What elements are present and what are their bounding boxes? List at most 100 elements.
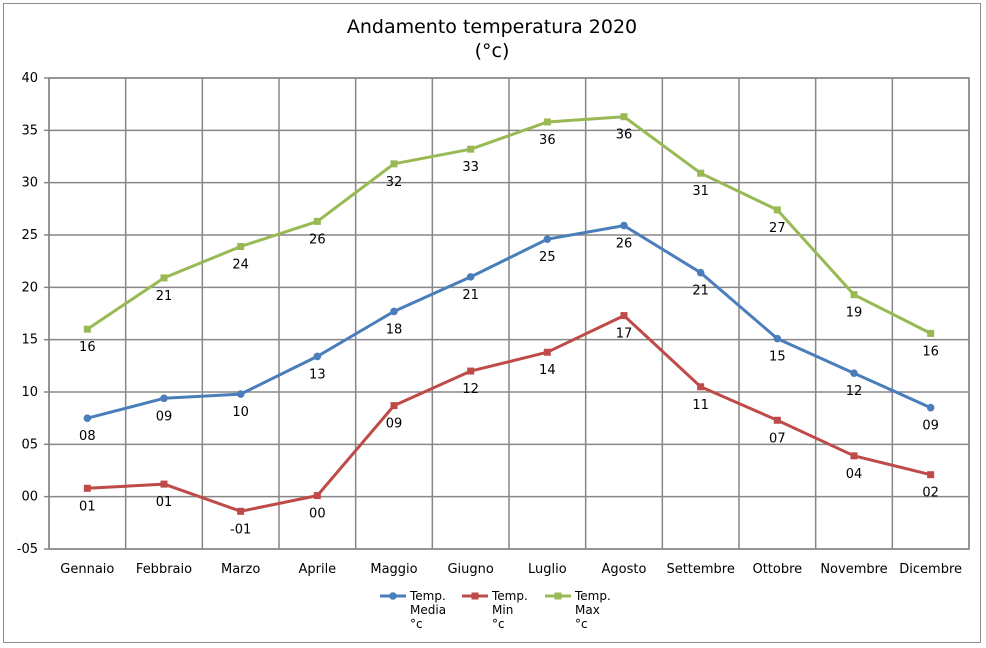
data-label: 25 xyxy=(539,250,556,265)
plot-grid xyxy=(48,77,970,550)
data-label: 12 xyxy=(846,384,863,399)
y-tick-label: 30 xyxy=(21,176,38,191)
data-point xyxy=(773,416,781,424)
chart-subtitle: (°c) xyxy=(475,40,510,62)
data-point xyxy=(83,414,92,422)
data-point xyxy=(313,492,321,500)
data-point xyxy=(620,113,628,121)
legend-swatch-marker xyxy=(389,592,397,600)
data-label: 09 xyxy=(922,419,939,434)
legend-swatch-marker xyxy=(471,592,479,600)
x-tick-label: Settembre xyxy=(666,562,734,577)
data-point xyxy=(773,206,781,214)
x-axis: Gennaio Febbraio Marzo Aprile Maggio Giugno Lu… xyxy=(60,562,962,577)
data-point xyxy=(160,480,168,488)
data-label: 16 xyxy=(922,344,939,359)
legend-label: °c xyxy=(410,617,423,631)
legend-item-0: Temp.Media°c xyxy=(380,589,446,631)
y-axis: -05 00 05 10 15 20 25 30 35 40 xyxy=(17,71,49,557)
data-label: 09 xyxy=(386,417,403,432)
data-label: 10 xyxy=(232,405,249,420)
x-tick-label: Agosto xyxy=(602,562,647,577)
series-line xyxy=(87,314,932,513)
data-label: 13 xyxy=(309,367,326,382)
x-tick-label: Giugno xyxy=(447,562,493,577)
data-label: 00 xyxy=(309,507,326,522)
data-point xyxy=(313,217,321,225)
data-label: 26 xyxy=(616,237,633,252)
data-point xyxy=(160,274,168,282)
x-tick-label: Aprile xyxy=(298,562,336,577)
y-tick-label: 20 xyxy=(21,280,38,295)
data-point xyxy=(697,169,705,177)
x-tick-label: Marzo xyxy=(221,562,260,577)
legend-item-2: Temp.Max°c xyxy=(545,589,611,631)
y-tick-label: 35 xyxy=(21,123,38,138)
legend-label: Max xyxy=(575,603,600,617)
data-label: 07 xyxy=(769,431,786,446)
data-label: 02 xyxy=(922,486,939,501)
data-point xyxy=(466,273,475,281)
x-tick-label: Maggio xyxy=(370,562,417,577)
data-label: 27 xyxy=(769,221,786,236)
data-point xyxy=(850,369,858,377)
data-label: 33 xyxy=(462,160,479,175)
data-label: 19 xyxy=(846,306,863,321)
legend-swatch-marker xyxy=(554,592,562,600)
data-point xyxy=(927,329,935,337)
y-tick-label: 00 xyxy=(21,490,38,505)
series-layer: 08 09 10 13 18 21 25 26 21 15 12 09 01 01 -01 00 09 12 14 1… xyxy=(79,113,939,537)
data-label: 14 xyxy=(539,363,556,378)
data-label: 21 xyxy=(156,289,173,304)
data-label: 11 xyxy=(692,398,709,413)
data-point xyxy=(313,352,322,361)
data-point xyxy=(850,452,858,460)
data-point xyxy=(390,402,398,410)
data-label: 16 xyxy=(79,340,96,355)
data-point xyxy=(390,307,398,316)
data-point xyxy=(926,403,935,412)
series-line xyxy=(86,224,932,420)
x-tick-label: Gennaio xyxy=(60,562,114,577)
data-label: 24 xyxy=(232,258,249,273)
data-point xyxy=(83,484,91,492)
data-point xyxy=(390,160,398,168)
data-label: 36 xyxy=(616,128,633,143)
data-label: 01 xyxy=(79,499,96,514)
data-point xyxy=(850,291,858,299)
series-2: 16 21 24 26 32 33 36 36 31 27 19 16 xyxy=(79,113,939,359)
legend-label: Temp. xyxy=(409,589,446,603)
series-0: 08 09 10 13 18 21 25 26 21 15 12 09 xyxy=(79,221,939,444)
data-label: 26 xyxy=(309,232,326,247)
x-tick-label: Luglio xyxy=(528,562,567,577)
legend-label: Min xyxy=(492,603,513,617)
data-label: 12 xyxy=(462,382,479,397)
legend-label: Temp. xyxy=(491,589,528,603)
data-label: 08 xyxy=(79,429,96,444)
data-label: 21 xyxy=(692,284,709,299)
data-point xyxy=(467,367,475,375)
y-tick-label: 15 xyxy=(21,333,38,348)
data-label: 21 xyxy=(462,288,479,303)
legend-label: Temp. xyxy=(574,589,611,603)
data-point xyxy=(467,145,475,153)
data-point xyxy=(543,118,551,126)
data-label: 04 xyxy=(846,467,863,482)
y-tick-label: 10 xyxy=(21,385,38,400)
y-tick-label: 05 xyxy=(21,437,38,452)
data-point xyxy=(773,334,782,343)
data-point xyxy=(83,325,91,333)
x-tick-label: Dicembre xyxy=(899,562,962,577)
legend-label: Media xyxy=(410,603,446,617)
y-tick-label: 40 xyxy=(21,71,38,86)
data-label: 01 xyxy=(156,495,173,510)
x-tick-label: Ottobre xyxy=(752,562,802,577)
legend-label: °c xyxy=(492,617,505,631)
y-tick-label: -05 xyxy=(17,542,38,557)
y-tick-label: 25 xyxy=(21,228,38,243)
data-label: 32 xyxy=(386,175,403,190)
data-label: 17 xyxy=(616,327,633,342)
data-label: 15 xyxy=(769,350,786,365)
